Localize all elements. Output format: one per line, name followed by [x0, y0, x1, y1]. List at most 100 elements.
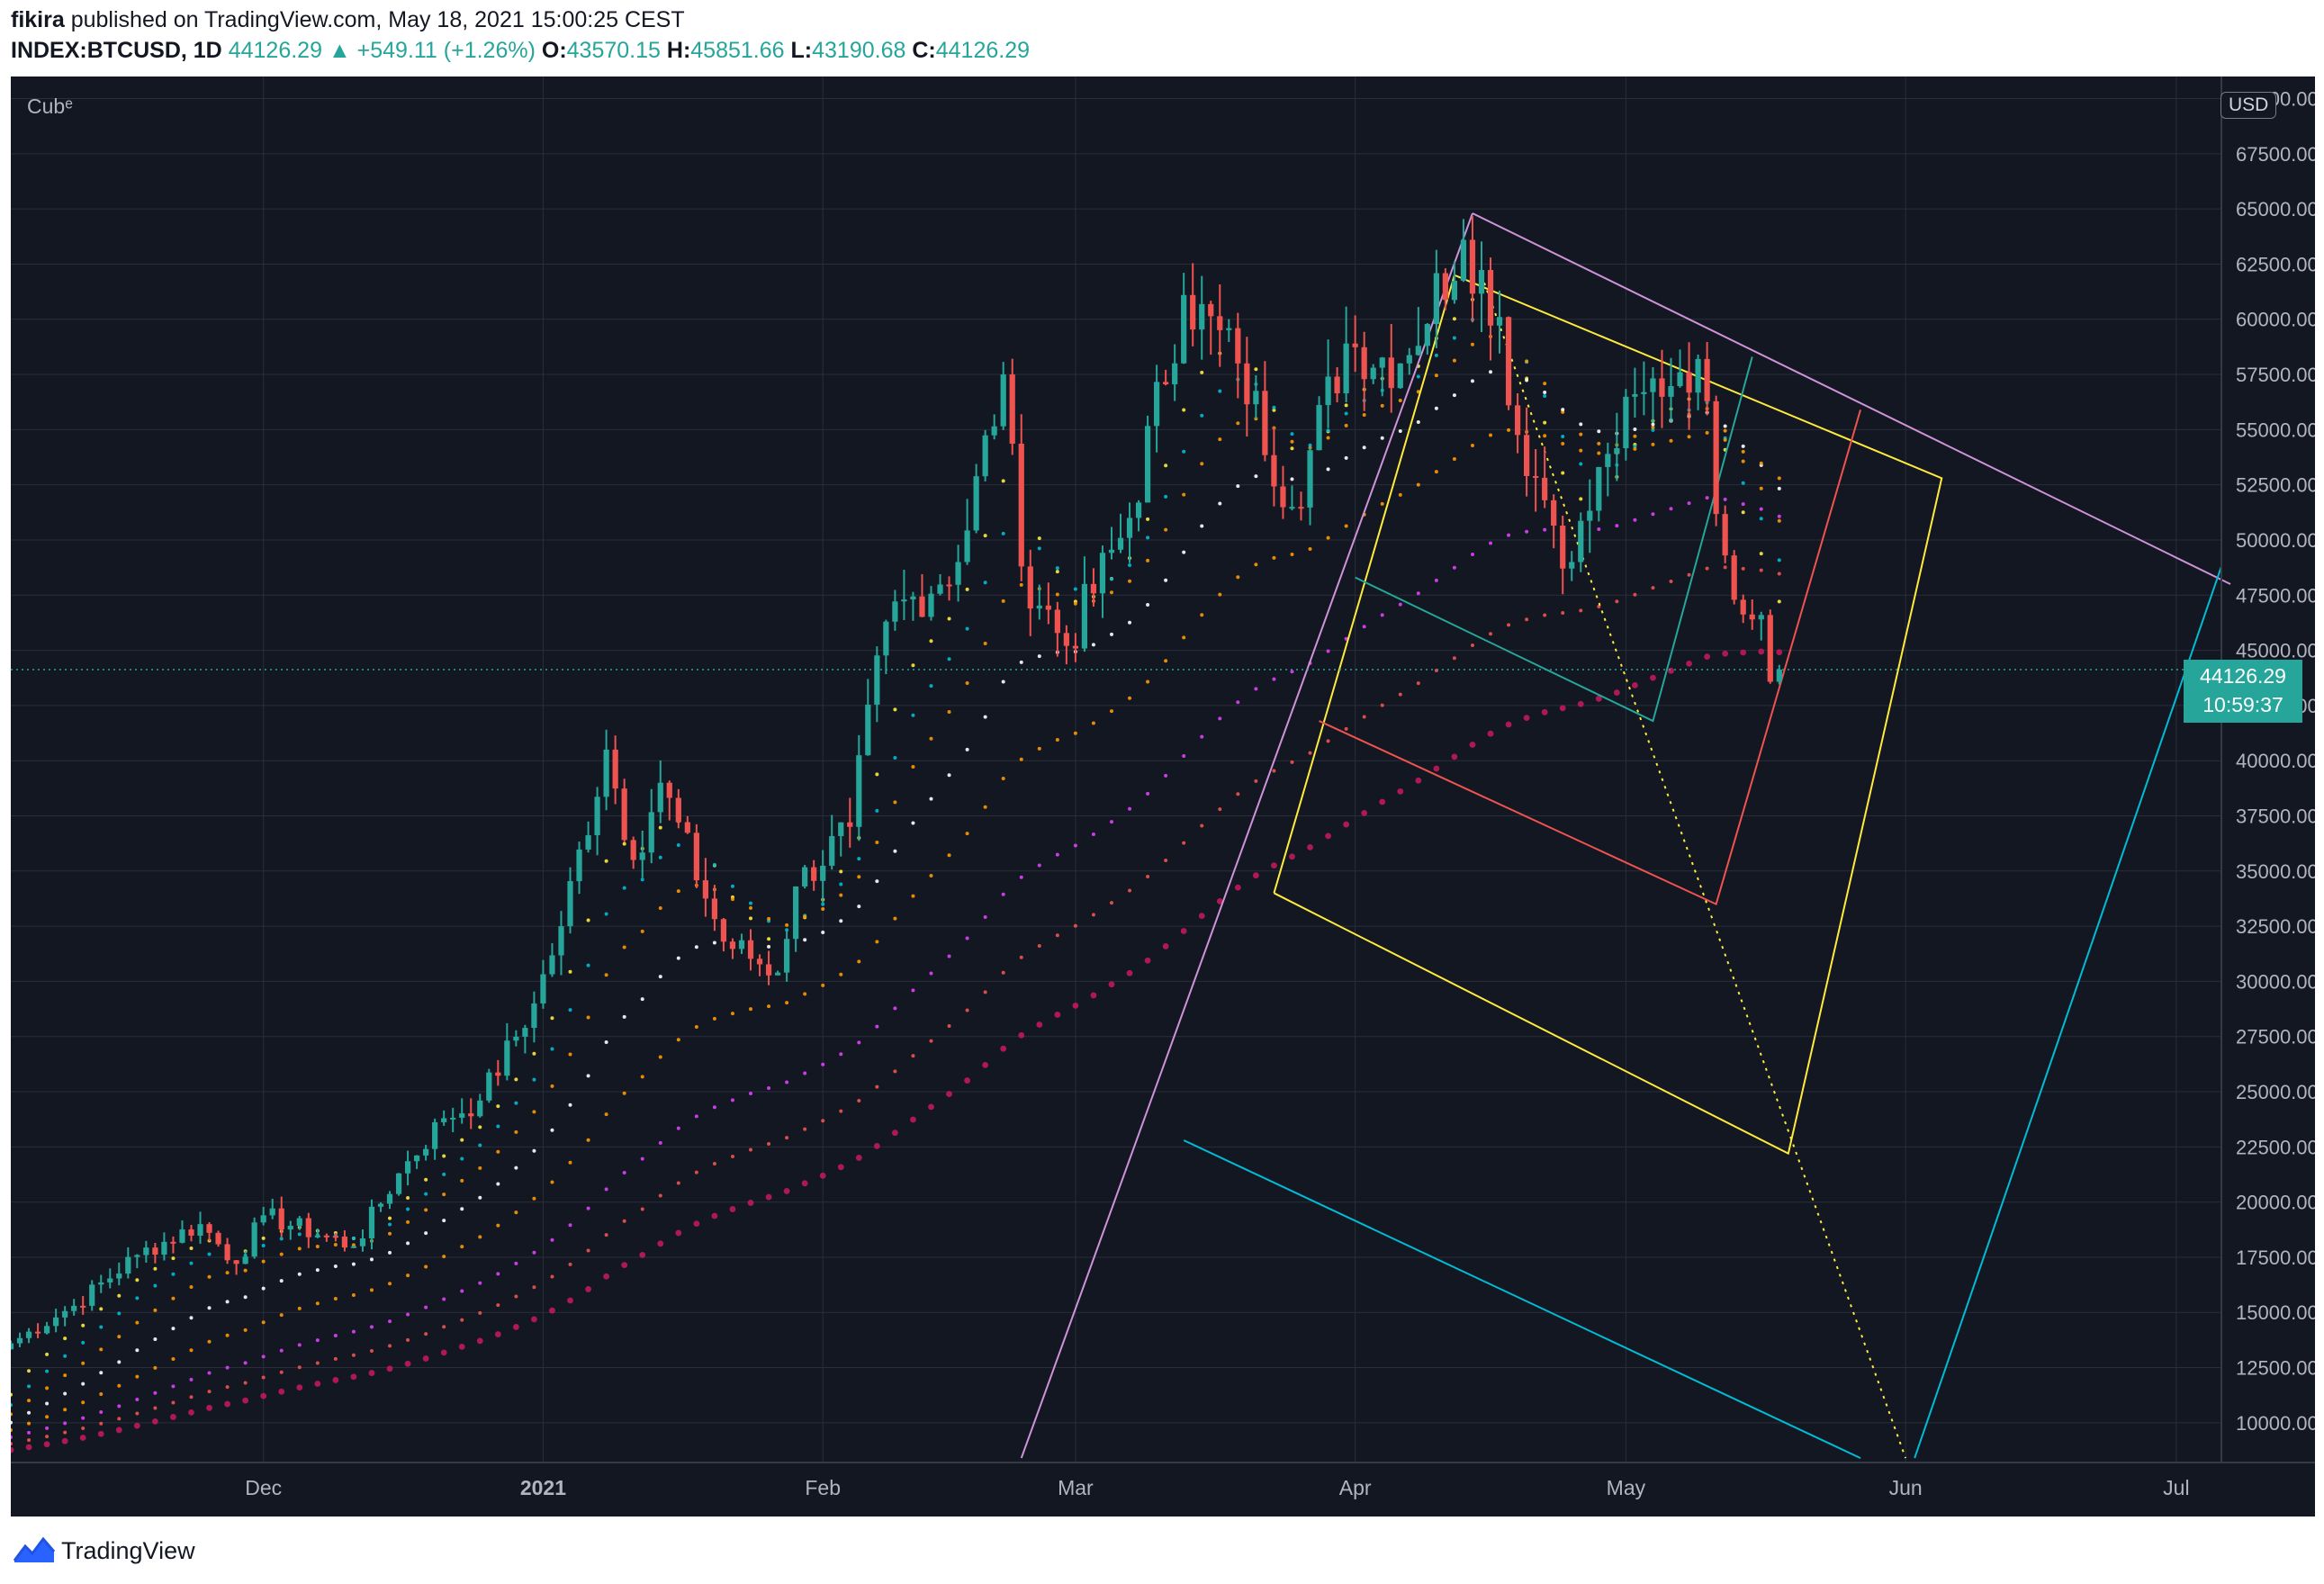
ma-dot	[622, 886, 626, 890]
ma-dot	[821, 930, 825, 934]
candle-body	[684, 822, 690, 833]
indicator-label[interactable]: Cubᵉ	[27, 94, 73, 118]
candle-body	[341, 1236, 348, 1248]
ma-dot	[63, 1408, 68, 1412]
candle-body	[1334, 376, 1340, 394]
ma-dot	[460, 1289, 464, 1293]
moving-average-ribbon	[11, 297, 1783, 1454]
ma-dot	[369, 1348, 374, 1353]
ma-dot	[1037, 863, 1041, 868]
ma-dot	[1037, 546, 1041, 551]
ma-dot	[1615, 524, 1619, 528]
ma-dot	[658, 1140, 662, 1145]
candle-body	[567, 881, 573, 927]
candle-body	[1081, 583, 1088, 649]
ma-dot	[424, 1192, 428, 1196]
candle-body	[865, 704, 871, 756]
ma-dot	[1054, 1012, 1061, 1018]
ma-dot	[11, 1403, 13, 1408]
candle-body	[1758, 615, 1764, 620]
ma-dot	[460, 1178, 464, 1183]
y-tick-label: 35000.00	[2236, 860, 2315, 883]
ma-dot	[1055, 852, 1059, 857]
tradingview-logo-icon[interactable]	[13, 1534, 56, 1566]
ma-dot	[117, 1404, 122, 1408]
ma-dot	[1109, 590, 1113, 595]
candle-body	[1614, 448, 1620, 454]
ma-dot	[911, 988, 915, 993]
chart-pane[interactable]: 10000.00 12500.00 15000.00 17500.00 20000.00…	[11, 76, 2315, 1516]
ma-dot	[875, 879, 879, 884]
ma-dot	[1777, 514, 1781, 518]
candle-body	[152, 1247, 158, 1256]
ma-dot	[694, 1170, 698, 1174]
ma-dot	[1705, 496, 1709, 500]
ma-dot	[857, 857, 861, 861]
ma-dot	[45, 1415, 50, 1419]
ma-dot	[1236, 700, 1240, 705]
open-label: O:	[541, 38, 567, 63]
ma-dot	[1632, 681, 1638, 688]
high-label: H:	[666, 38, 691, 63]
candle-body	[504, 1040, 510, 1076]
ma-dot	[640, 1075, 644, 1079]
ma-dot	[965, 587, 969, 591]
ma-dot	[11, 1392, 13, 1397]
ma-dot	[1380, 703, 1384, 707]
author-name[interactable]: fikira	[11, 7, 65, 32]
currency-selector[interactable]: USD	[2220, 92, 2277, 119]
ma-dot	[1200, 824, 1204, 828]
ma-dot	[604, 912, 608, 916]
candle-body	[1172, 363, 1178, 385]
ma-dot	[1290, 760, 1294, 764]
ma-dot	[1741, 459, 1745, 464]
symbol-label[interactable]: INDEX:BTCUSD, 1D	[11, 38, 222, 63]
candle-body	[1514, 405, 1521, 436]
candle-body	[594, 796, 600, 836]
ma-dot	[947, 710, 951, 715]
ma-dot	[1759, 461, 1763, 465]
ma-dot	[27, 1369, 32, 1373]
candle-body	[1469, 239, 1476, 294]
ma-dot	[1416, 420, 1420, 425]
ma-dot	[1470, 342, 1474, 346]
ma-dot	[460, 1207, 464, 1211]
ma-dot	[929, 796, 933, 801]
candle-body	[1533, 475, 1539, 478]
ma-dot	[1579, 608, 1583, 613]
ma-dot	[81, 1382, 86, 1386]
ma-dot	[63, 1430, 68, 1435]
ma-dot	[532, 1077, 536, 1082]
ma-dot	[1507, 428, 1511, 432]
ma-dot	[893, 916, 897, 921]
candle-body	[765, 964, 772, 976]
ma-dot	[532, 1110, 536, 1114]
x-tick-label: Mar	[1058, 1476, 1094, 1499]
ma-dot	[1272, 769, 1276, 773]
ma-dot	[1669, 579, 1673, 583]
ma-dot	[279, 1279, 284, 1283]
ma-dot	[261, 1320, 266, 1325]
ma-dot	[550, 1180, 554, 1184]
tradingview-brand[interactable]: TradingView	[61, 1537, 195, 1564]
ma-dot	[749, 905, 753, 910]
ma-dot	[676, 1126, 680, 1130]
ma-dot	[1001, 776, 1005, 780]
ma-dot	[1651, 442, 1655, 446]
ma-dot	[297, 1246, 302, 1251]
candle-body	[1587, 510, 1593, 521]
ohlc-legend: INDEX:BTCUSD, 1D 44126.29 ▲ +549.11 (+1.…	[11, 38, 1030, 64]
ma-dot	[1055, 933, 1059, 938]
candle-body	[215, 1232, 221, 1245]
ma-dot	[550, 1047, 554, 1051]
ma-dot	[1434, 374, 1438, 378]
ma-dot	[11, 1435, 13, 1439]
ma-dot	[189, 1348, 194, 1353]
price-chart[interactable]: 10000.00 12500.00 15000.00 17500.00 20000.00…	[11, 76, 2315, 1516]
ma-dot	[639, 1251, 646, 1258]
ma-dot	[224, 1400, 230, 1408]
ma-dot	[117, 1383, 122, 1388]
ma-dot	[153, 1406, 158, 1410]
candle-body	[1740, 599, 1746, 615]
ma-dot	[549, 1307, 555, 1314]
